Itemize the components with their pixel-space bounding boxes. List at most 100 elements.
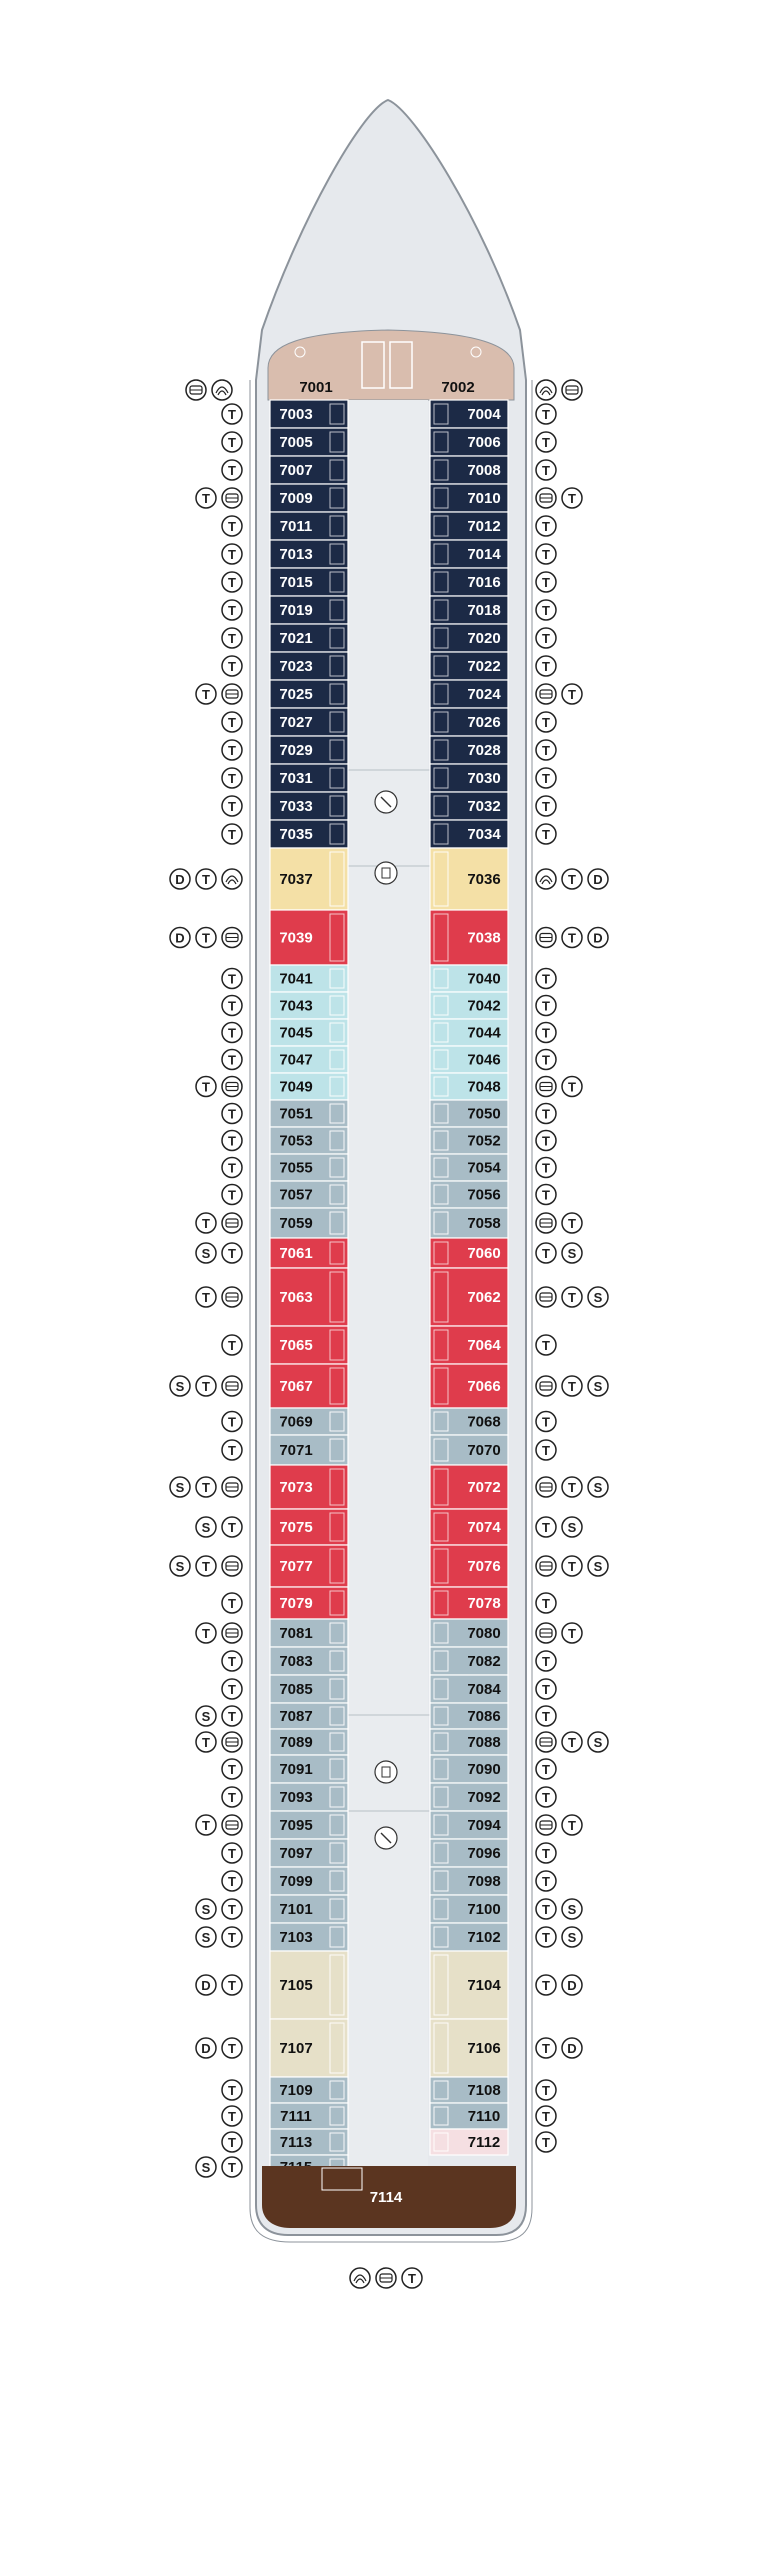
cabin-7060[interactable]: 7060: [429, 1237, 509, 1269]
cabin-7004[interactable]: 7004: [429, 399, 509, 429]
cabin-7094[interactable]: 7094: [429, 1810, 509, 1840]
cabin-7006[interactable]: 7006: [429, 427, 509, 457]
cabin-7056[interactable]: 7056: [429, 1180, 509, 1209]
cabin-7058[interactable]: 7058: [429, 1207, 509, 1239]
cabin-7021[interactable]: 7021: [269, 623, 349, 653]
stern-suite[interactable]: [262, 2166, 516, 2228]
cabin-7023[interactable]: 7023: [269, 651, 349, 681]
cabin-7024[interactable]: 7024: [429, 679, 509, 709]
cabin-7016[interactable]: 7016: [429, 567, 509, 597]
cabin-7097[interactable]: 7097: [269, 1838, 349, 1868]
cabin-7073[interactable]: 7073: [269, 1464, 349, 1510]
cabin-7079[interactable]: 7079: [269, 1586, 349, 1620]
cabin-7091[interactable]: 7091: [269, 1754, 349, 1784]
cabin-7101[interactable]: 7101: [269, 1894, 349, 1924]
cabin-7104[interactable]: 7104: [429, 1950, 509, 2020]
cabin-7026[interactable]: 7026: [429, 707, 509, 737]
cabin-7069[interactable]: 7069: [269, 1407, 349, 1436]
cabin-7009[interactable]: 7009: [269, 483, 349, 513]
cabin-7100[interactable]: 7100: [429, 1894, 509, 1924]
cabin-7084[interactable]: 7084: [429, 1674, 509, 1704]
cabin-7042[interactable]: 7042: [429, 991, 509, 1020]
cabin-7111[interactable]: 7111: [269, 2102, 349, 2130]
cabin-7015[interactable]: 7015: [269, 567, 349, 597]
cabin-7054[interactable]: 7054: [429, 1153, 509, 1182]
cabin-7032[interactable]: 7032: [429, 791, 509, 821]
cabin-7070[interactable]: 7070: [429, 1434, 509, 1466]
cabin-7067[interactable]: 7067: [269, 1363, 349, 1409]
cabin-7080[interactable]: 7080: [429, 1618, 509, 1648]
cabin-7045[interactable]: 7045: [269, 1018, 349, 1047]
cabin-7028[interactable]: 7028: [429, 735, 509, 765]
cabin-7010[interactable]: 7010: [429, 483, 509, 513]
cabin-7043[interactable]: 7043: [269, 991, 349, 1020]
cabin-7098[interactable]: 7098: [429, 1866, 509, 1896]
cabin-7083[interactable]: 7083: [269, 1646, 349, 1676]
cabin-7093[interactable]: 7093: [269, 1782, 349, 1812]
cabin-7049[interactable]: 7049: [269, 1072, 349, 1101]
cabin-7040[interactable]: 7040: [429, 964, 509, 993]
cabin-7019[interactable]: 7019: [269, 595, 349, 625]
cabin-7022[interactable]: 7022: [429, 651, 509, 681]
cabin-7036[interactable]: 7036: [429, 847, 509, 911]
cabin-7012[interactable]: 7012: [429, 511, 509, 541]
cabin-7063[interactable]: 7063: [269, 1267, 349, 1327]
cabin-7011[interactable]: 7011: [269, 511, 349, 541]
cabin-7074[interactable]: 7074: [429, 1508, 509, 1546]
cabin-7103[interactable]: 7103: [269, 1922, 349, 1952]
cabin-7113[interactable]: 7113: [269, 2128, 349, 2156]
cabin-7065[interactable]: 7065: [269, 1325, 349, 1365]
cabin-7055[interactable]: 7055: [269, 1153, 349, 1182]
cabin-7038[interactable]: 7038: [429, 909, 509, 966]
cabin-7066[interactable]: 7066: [429, 1363, 509, 1409]
cabin-7013[interactable]: 7013: [269, 539, 349, 569]
cabin-7064[interactable]: 7064: [429, 1325, 509, 1365]
cabin-7037[interactable]: 7037: [269, 847, 349, 911]
cabin-7025[interactable]: 7025: [269, 679, 349, 709]
cabin-7088[interactable]: 7088: [429, 1728, 509, 1756]
cabin-7068[interactable]: 7068: [429, 1407, 509, 1436]
cabin-7018[interactable]: 7018: [429, 595, 509, 625]
cabin-7099[interactable]: 7099: [269, 1866, 349, 1896]
cabin-7020[interactable]: 7020: [429, 623, 509, 653]
cabin-7112[interactable]: 7112: [429, 2128, 509, 2156]
cabin-7008[interactable]: 7008: [429, 455, 509, 485]
cabin-7076[interactable]: 7076: [429, 1544, 509, 1588]
cabin-7046[interactable]: 7046: [429, 1045, 509, 1074]
cabin-7003[interactable]: 7003: [269, 399, 349, 429]
cabin-7034[interactable]: 7034: [429, 819, 509, 849]
cabin-7027[interactable]: 7027: [269, 707, 349, 737]
cabin-7109[interactable]: 7109: [269, 2076, 349, 2104]
cabin-7051[interactable]: 7051: [269, 1099, 349, 1128]
cabin-7092[interactable]: 7092: [429, 1782, 509, 1812]
cabin-7059[interactable]: 7059: [269, 1207, 349, 1239]
cabin-7085[interactable]: 7085: [269, 1674, 349, 1704]
cabin-7072[interactable]: 7072: [429, 1464, 509, 1510]
cabin-7053[interactable]: 7053: [269, 1126, 349, 1155]
cabin-7047[interactable]: 7047: [269, 1045, 349, 1074]
cabin-7077[interactable]: 7077: [269, 1544, 349, 1588]
cabin-7035[interactable]: 7035: [269, 819, 349, 849]
cabin-7005[interactable]: 7005: [269, 427, 349, 457]
cabin-7062[interactable]: 7062: [429, 1267, 509, 1327]
cabin-7007[interactable]: 7007: [269, 455, 349, 485]
cabin-7095[interactable]: 7095: [269, 1810, 349, 1840]
cabin-7014[interactable]: 7014: [429, 539, 509, 569]
cabin-7108[interactable]: 7108: [429, 2076, 509, 2104]
cabin-7071[interactable]: 7071: [269, 1434, 349, 1466]
cabin-7075[interactable]: 7075: [269, 1508, 349, 1546]
cabin-7090[interactable]: 7090: [429, 1754, 509, 1784]
cabin-7050[interactable]: 7050: [429, 1099, 509, 1128]
cabin-7082[interactable]: 7082: [429, 1646, 509, 1676]
cabin-7052[interactable]: 7052: [429, 1126, 509, 1155]
cabin-7057[interactable]: 7057: [269, 1180, 349, 1209]
cabin-7105[interactable]: 7105: [269, 1950, 349, 2020]
cabin-7041[interactable]: 7041: [269, 964, 349, 993]
cabin-7048[interactable]: 7048: [429, 1072, 509, 1101]
cabin-7110[interactable]: 7110: [429, 2102, 509, 2130]
cabin-7031[interactable]: 7031: [269, 763, 349, 793]
cabin-7029[interactable]: 7029: [269, 735, 349, 765]
cabin-7033[interactable]: 7033: [269, 791, 349, 821]
cabin-7089[interactable]: 7089: [269, 1728, 349, 1756]
cabin-7102[interactable]: 7102: [429, 1922, 509, 1952]
